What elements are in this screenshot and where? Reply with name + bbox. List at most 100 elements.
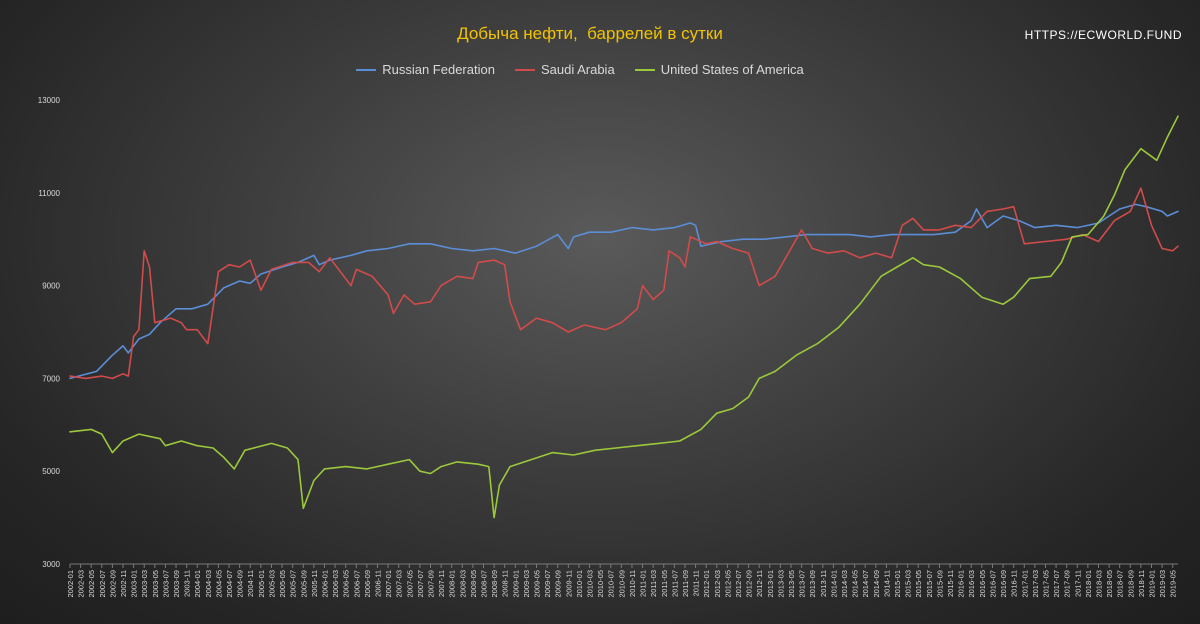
x-tick-label: 2019-01 xyxy=(1147,570,1156,598)
x-tick-label: 2014-03 xyxy=(840,570,849,598)
x-tick-label: 2003-05 xyxy=(151,570,160,598)
x-tick-label: 2015-09 xyxy=(935,570,944,598)
x-tick-label: 2016-07 xyxy=(988,570,997,598)
x-tick-label: 2005-11 xyxy=(310,570,319,597)
x-tick-label: 2007-01 xyxy=(384,570,393,598)
legend: Russian Federation Saudi Arabia United S… xyxy=(0,62,1160,77)
x-tick-label: 2018-09 xyxy=(1126,570,1135,598)
x-tick-label: 2006-01 xyxy=(320,570,329,598)
x-tick-label: 2007-11 xyxy=(437,570,446,597)
y-tick-label: 13000 xyxy=(38,96,61,105)
x-tick-label: 2010-01 xyxy=(575,570,584,598)
x-tick-label: 2011-05 xyxy=(660,570,669,597)
x-tick-label: 2012-11 xyxy=(755,570,764,597)
chart-title: Добыча нефти, баррелей в сутки xyxy=(457,24,723,43)
x-tick-label: 2003-11 xyxy=(183,570,192,597)
x-tick-label: 2014-11 xyxy=(882,570,891,597)
series-line-usa xyxy=(69,115,1179,519)
x-tick-label: 2004-09 xyxy=(236,570,245,598)
x-tick-label: 2016-01 xyxy=(957,570,966,598)
x-tick-label: 2008-05 xyxy=(469,570,478,598)
x-tick-label: 2002-09 xyxy=(108,570,117,598)
x-tick-label: 2018-01 xyxy=(1084,570,1093,598)
x-tick-label: 2002-03 xyxy=(77,570,86,598)
x-tick-label: 2006-05 xyxy=(342,570,351,598)
x-tick-label: 2014-01 xyxy=(829,570,838,598)
x-tick-label: 2007-05 xyxy=(405,570,414,598)
x-tick-label: 2016-09 xyxy=(999,570,1008,598)
x-tick-label: 2015-05 xyxy=(914,570,923,598)
legend-item-usa[interactable]: United States of America xyxy=(634,62,804,77)
x-tick-label: 2014-09 xyxy=(872,570,881,598)
series-line-saudi-arabia xyxy=(69,187,1179,380)
x-tick-label: 2009-09 xyxy=(554,570,563,598)
x-tick-label: 2014-05 xyxy=(851,570,860,598)
x-tick-label: 2016-05 xyxy=(978,570,987,598)
series-line-russia xyxy=(69,203,1179,380)
x-tick-label: 2005-07 xyxy=(289,570,298,598)
x-tick-label: 2011-01 xyxy=(639,570,648,597)
x-tick-label: 2004-03 xyxy=(204,570,213,598)
x-tick-label: 2013-11 xyxy=(819,570,828,597)
x-tick-label: 2013-05 xyxy=(787,570,796,598)
x-tick-label: 2016-03 xyxy=(967,570,976,598)
x-tick-label: 2011-07 xyxy=(670,570,679,597)
x-tick-label: 2016-11 xyxy=(1010,570,1019,597)
source-url[interactable]: HTTPS://ECWORLD.FUND xyxy=(1024,28,1182,42)
x-tick-label: 2008-03 xyxy=(458,570,467,598)
x-tick-label: 2004-05 xyxy=(214,570,223,598)
x-tick-label: 2004-11 xyxy=(246,570,255,597)
x-tick-label: 2013-09 xyxy=(808,570,817,598)
x-tick-label: 2007-03 xyxy=(395,570,404,598)
x-tick-label: 2017-05 xyxy=(1041,570,1050,598)
x-tick-label: 2002-07 xyxy=(98,570,107,598)
y-tick-label: 9000 xyxy=(42,282,60,291)
x-tick-label: 2003-03 xyxy=(140,570,149,598)
x-tick-label: 2015-03 xyxy=(904,570,913,598)
x-tick-label: 2003-09 xyxy=(172,570,181,598)
x-tick-label: 2012-07 xyxy=(734,570,743,598)
x-tick-label: 2012-05 xyxy=(723,570,732,598)
x-tick-label: 2017-11 xyxy=(1073,570,1082,597)
legend-item-russia[interactable]: Russian Federation xyxy=(356,62,495,77)
x-tick-label: 2005-03 xyxy=(267,570,276,598)
x-tick-label: 2002-01 xyxy=(66,570,75,598)
x-tick-label: 2008-01 xyxy=(448,570,457,598)
x-tick-label: 2011-03 xyxy=(649,570,658,597)
x-tick-label: 2017-01 xyxy=(1020,570,1029,598)
x-tick-label: 2003-01 xyxy=(130,570,139,598)
x-tick-label: 2018-05 xyxy=(1105,570,1114,598)
x-tick-label: 2005-01 xyxy=(257,570,266,598)
x-tick-label: 2015-07 xyxy=(925,570,934,598)
x-tick-label: 2018-11 xyxy=(1137,570,1146,597)
legend-label-russia: Russian Federation xyxy=(382,62,495,77)
legend-swatch-usa xyxy=(634,68,655,71)
x-tick-label: 2010-07 xyxy=(607,570,616,598)
x-tick-label: 2006-03 xyxy=(331,570,340,598)
x-tick-label: 2015-01 xyxy=(893,570,902,598)
x-tick-label: 2015-11 xyxy=(946,570,955,597)
x-tick-label: 2012-09 xyxy=(745,570,754,598)
x-tick-label: 2010-11 xyxy=(628,570,637,597)
x-tick-label: 2006-09 xyxy=(363,570,372,598)
x-tick-label: 2013-07 xyxy=(798,570,807,598)
x-tick-label: 2006-07 xyxy=(352,570,361,598)
x-tick-label: 2010-03 xyxy=(586,570,595,598)
x-tick-label: 2007-07 xyxy=(416,570,425,598)
y-tick-label: 7000 xyxy=(42,374,60,383)
x-tick-label: 2009-11 xyxy=(564,570,573,597)
x-tick-label: 2019-03 xyxy=(1158,570,1167,598)
x-tick-label: 2009-05 xyxy=(533,570,542,598)
x-tick-label: 2018-07 xyxy=(1116,570,1125,598)
x-tick-label: 2012-03 xyxy=(713,570,722,598)
y-tick-label: 11000 xyxy=(38,189,60,198)
x-tick-label: 2003-07 xyxy=(161,570,170,598)
y-tick-label: 5000 xyxy=(42,467,60,476)
x-tick-label: 2002-05 xyxy=(87,570,96,598)
legend-label-saudi-arabia: Saudi Arabia xyxy=(540,62,615,77)
legend-item-saudi-arabia[interactable]: Saudi Arabia xyxy=(514,62,615,77)
x-tick-label: 2011-09 xyxy=(681,570,690,597)
x-tick-label: 2009-01 xyxy=(511,570,520,598)
x-tick-label: 2013-03 xyxy=(776,570,785,598)
